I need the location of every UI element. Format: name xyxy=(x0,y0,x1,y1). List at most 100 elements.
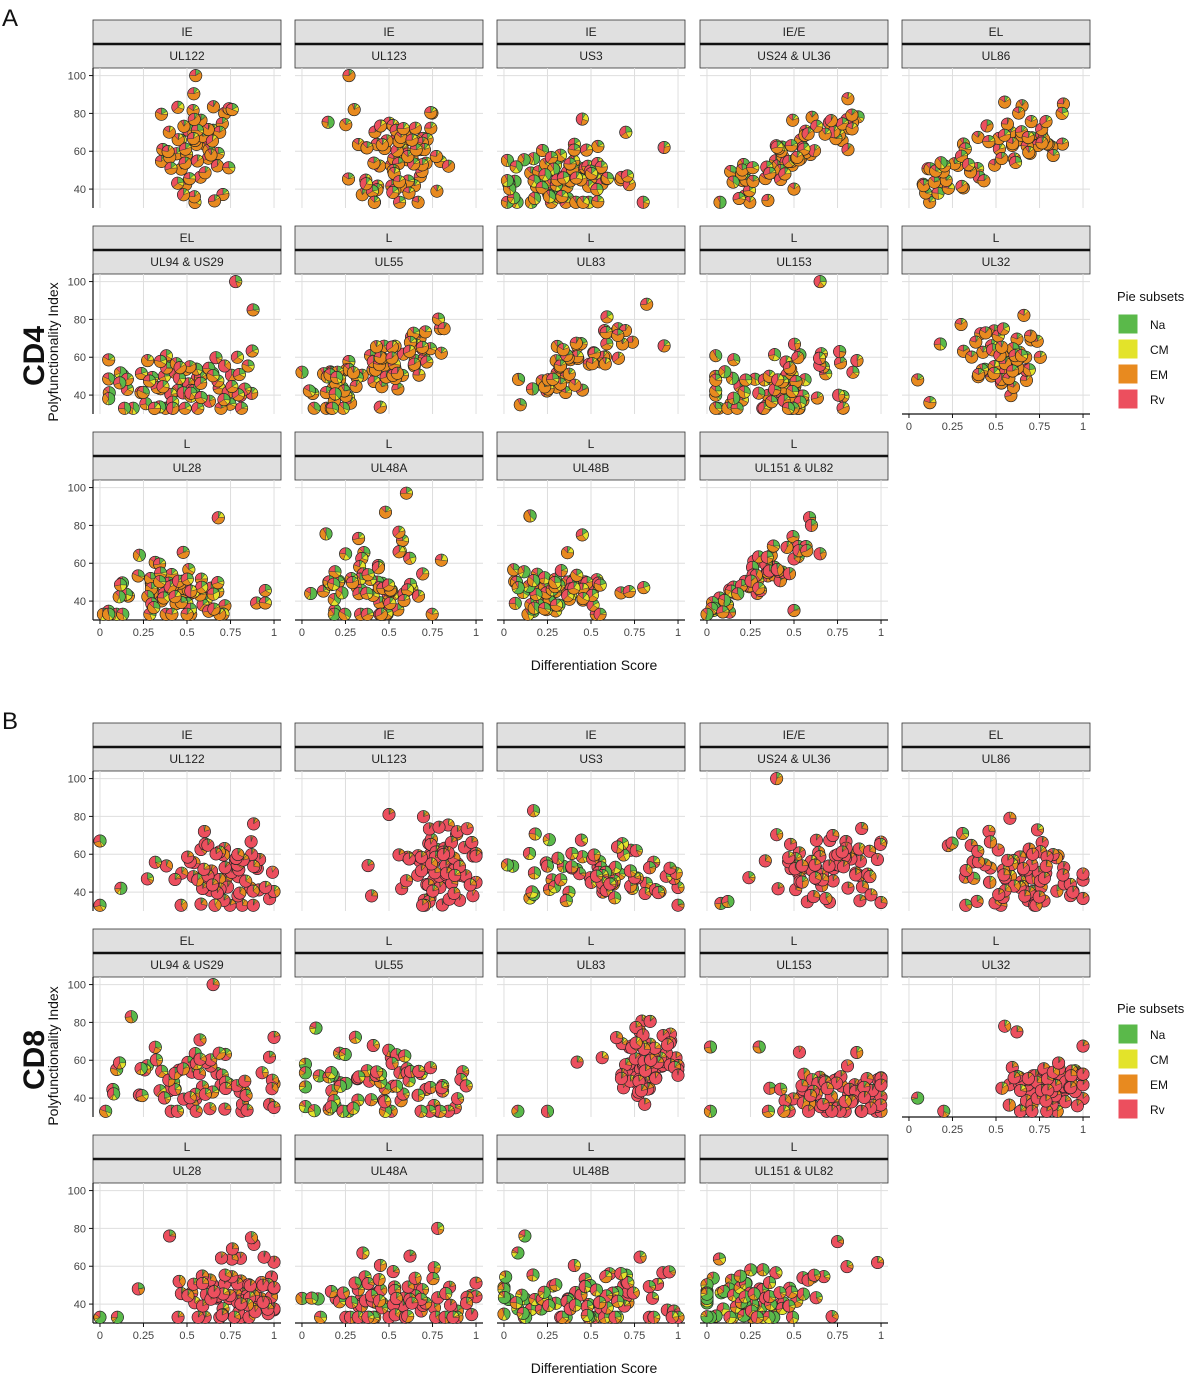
data-point-pie xyxy=(157,591,171,605)
data-point-pie xyxy=(709,401,723,415)
data-point-pie xyxy=(771,373,785,387)
data-point-pie xyxy=(841,92,855,106)
pie-outline xyxy=(177,119,191,133)
x-tick-label: 0 xyxy=(97,627,103,639)
data-point-pie xyxy=(833,345,847,359)
data-point-pie xyxy=(787,337,801,351)
data-point-pie xyxy=(1039,115,1053,129)
facet-strip-antigen xyxy=(92,43,282,69)
data-point-pie xyxy=(442,159,456,173)
data-point-pie xyxy=(187,112,201,126)
data-point-pie xyxy=(1017,308,1031,322)
data-point-pie xyxy=(979,326,993,340)
data-point-pie xyxy=(1033,350,1047,364)
data-point-pie xyxy=(390,366,404,380)
legend-label-na: Na xyxy=(1150,1028,1166,1042)
pie-outline xyxy=(186,132,200,146)
data-point-pie xyxy=(194,376,208,390)
data-point-pie xyxy=(194,390,208,404)
data-point-pie xyxy=(198,166,212,180)
data-point-pie xyxy=(420,355,434,369)
data-point-pie xyxy=(987,366,1001,380)
data-point-pie xyxy=(367,195,381,209)
data-point-pie xyxy=(411,195,425,209)
data-point-pie xyxy=(206,369,220,383)
data-point-pie xyxy=(911,373,925,387)
data-point-pie xyxy=(180,607,194,621)
y-axis-label-cd8: Polyfunctionality Index xyxy=(45,986,61,1125)
data-point-pie xyxy=(359,177,373,191)
data-point-pie xyxy=(768,348,782,362)
data-point-pie xyxy=(208,194,222,208)
legend-swatch-na xyxy=(1117,1023,1139,1045)
pie-outline xyxy=(161,145,175,159)
data-point-pie xyxy=(206,100,220,114)
legend-cd4: Pie subsets Na CM EM Rv xyxy=(1117,289,1185,410)
data-point-pie xyxy=(1022,363,1036,377)
data-point-pie xyxy=(154,107,168,121)
pie-slice-em xyxy=(118,408,127,415)
pie-outline xyxy=(178,156,192,170)
data-point-pie xyxy=(591,195,605,209)
legend-cd8: Pie subsets Na CM EM Rv xyxy=(1117,1001,1185,1120)
data-point-pie xyxy=(225,379,239,393)
data-point-pie xyxy=(555,190,569,204)
data-point-pie xyxy=(841,143,855,157)
facet-antigen-label: US3 xyxy=(579,49,603,63)
data-point-pie xyxy=(845,108,859,122)
data-point-pie xyxy=(1024,115,1038,129)
data-point-pie xyxy=(176,545,190,559)
data-point-pie xyxy=(727,353,741,367)
data-point-pie xyxy=(591,139,605,153)
data-point-pie xyxy=(763,166,777,180)
y-tick-label: 100 xyxy=(68,483,86,495)
facet-phase-label: IE xyxy=(585,25,596,39)
data-point-pie xyxy=(407,357,421,371)
pie-outline xyxy=(187,87,201,101)
data-point-pie xyxy=(116,607,130,621)
x-tick-label: 0.25 xyxy=(942,421,963,433)
data-point-pie xyxy=(977,174,991,188)
data-point-pie xyxy=(392,175,406,189)
data-point-pie xyxy=(415,340,429,354)
data-point-pie xyxy=(1006,364,1020,378)
data-point-pie xyxy=(726,175,740,189)
data-point-pie xyxy=(396,122,410,136)
data-point-pie xyxy=(1014,349,1028,363)
facet-antigen-label: UL153 xyxy=(776,255,812,269)
data-point-pie xyxy=(969,335,983,349)
data-point-pie xyxy=(1009,155,1023,169)
y-tick-label: 60 xyxy=(74,146,86,158)
y-tick-label: 60 xyxy=(74,558,86,570)
data-point-pie xyxy=(509,160,523,174)
data-point-pie xyxy=(173,361,187,375)
data-point-pie xyxy=(746,174,760,188)
data-point-pie xyxy=(778,167,792,181)
data-point-pie xyxy=(141,354,155,368)
legend-swatch-na xyxy=(1117,313,1139,335)
data-point-pie xyxy=(801,127,815,141)
pie-outline xyxy=(189,69,203,83)
data-point-pie xyxy=(590,183,604,197)
data-point-pie xyxy=(235,401,249,415)
data-point-pie xyxy=(567,143,581,157)
data-point-pie xyxy=(186,132,200,146)
data-point-pie xyxy=(556,171,570,185)
data-point-pie xyxy=(569,171,583,185)
data-point-pie xyxy=(211,576,225,590)
data-point-pie xyxy=(836,401,850,415)
legend-label-na: Na xyxy=(1150,318,1166,332)
data-point-pie xyxy=(408,121,422,135)
data-point-pie xyxy=(229,275,243,289)
data-point-pie xyxy=(156,380,170,394)
data-point-pie xyxy=(538,168,552,182)
data-point-pie xyxy=(813,275,827,289)
y-tick-label: 40 xyxy=(74,184,86,196)
data-point-pie xyxy=(599,326,613,340)
pie-outline xyxy=(171,176,185,190)
data-point-pie xyxy=(178,156,192,170)
data-point-pie xyxy=(217,393,231,407)
